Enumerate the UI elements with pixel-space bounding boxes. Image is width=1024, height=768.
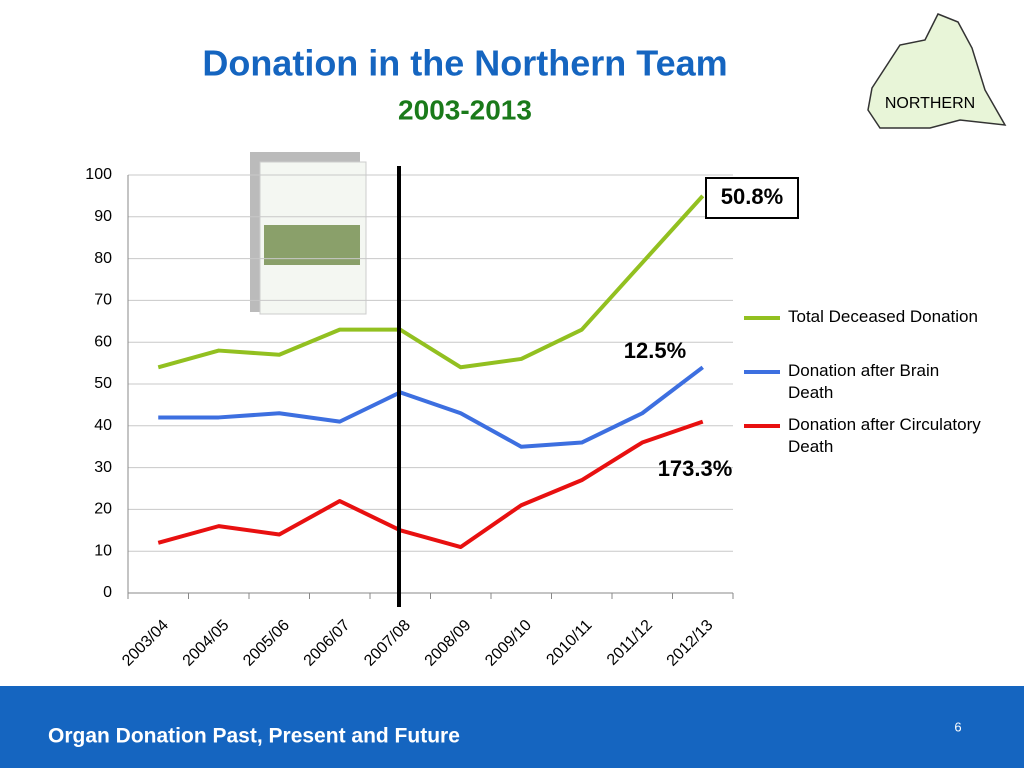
x-tick-label: 2007/08 bbox=[361, 617, 414, 670]
map-shape bbox=[867, 13, 1007, 129]
series-line bbox=[158, 365, 704, 449]
legend-swatch bbox=[744, 370, 780, 374]
legend-label: Total Deceased Donation bbox=[788, 307, 978, 326]
y-tick-label: 0 bbox=[103, 584, 112, 601]
footer-text: Organ Donation Past, Present and Future bbox=[48, 725, 460, 748]
annotation: 50.8% bbox=[721, 184, 783, 209]
series-line bbox=[157, 194, 705, 370]
legend-label: Donation after Circulatory Death bbox=[788, 415, 981, 456]
y-tick-label: 30 bbox=[94, 459, 112, 476]
x-tick-label: 2003/04 bbox=[119, 617, 172, 670]
y-tick-label: 100 bbox=[85, 166, 112, 183]
x-tick-label: 2008/09 bbox=[422, 617, 475, 670]
x-tick-label: 2012/13 bbox=[664, 617, 717, 670]
y-tick-label: 10 bbox=[94, 542, 112, 559]
legend-label: Donation after Brain Death bbox=[788, 361, 940, 402]
annotation-box bbox=[705, 177, 799, 219]
series-line bbox=[157, 419, 704, 550]
x-tick-label: 2009/10 bbox=[482, 617, 535, 670]
x-tick-label: 2004/05 bbox=[180, 617, 233, 670]
x-tick-label: 2006/07 bbox=[301, 617, 354, 670]
x-tick-label: 2011/12 bbox=[604, 617, 656, 669]
legend-swatch bbox=[744, 424, 780, 428]
annotation: 12.5% bbox=[624, 338, 686, 363]
chart-subtitle: 2003-2013 bbox=[398, 94, 532, 125]
y-tick-label: 70 bbox=[94, 292, 112, 309]
y-tick-label: 50 bbox=[94, 375, 112, 392]
map-label: NORTHERN bbox=[885, 95, 975, 112]
chart-title: Donation in the Northern Team bbox=[202, 43, 727, 84]
y-tick-label: 60 bbox=[94, 333, 112, 350]
y-tick-label: 20 bbox=[94, 501, 112, 518]
y-tick-label: 80 bbox=[94, 250, 112, 267]
footer-band bbox=[0, 686, 1024, 768]
x-tick-label: 2010/11 bbox=[543, 617, 595, 669]
y-tick-label: 90 bbox=[94, 208, 112, 225]
annotation: 173.3% bbox=[658, 456, 733, 481]
y-tick-label: 40 bbox=[94, 417, 112, 434]
legend-swatch bbox=[744, 316, 780, 320]
page-number: 6 bbox=[954, 719, 961, 734]
x-tick-label: 2005/06 bbox=[240, 617, 293, 670]
